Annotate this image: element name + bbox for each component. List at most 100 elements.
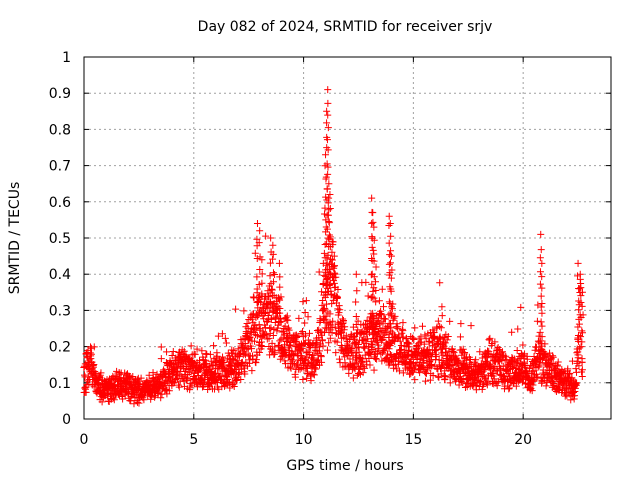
data-point (394, 360, 402, 368)
data-point (133, 398, 141, 406)
data-point (352, 312, 360, 320)
data-point (325, 206, 333, 214)
data-point (241, 351, 249, 359)
data-point (169, 347, 177, 355)
data-point (385, 345, 393, 353)
data-point (575, 284, 583, 292)
y-tick-label: 0 (62, 412, 71, 428)
data-point (105, 385, 113, 393)
data-point (284, 316, 292, 324)
data-point (467, 322, 475, 330)
data-point (361, 364, 369, 372)
data-point (286, 363, 294, 371)
data-point (323, 136, 331, 144)
data-point (256, 266, 264, 274)
data-point (538, 284, 546, 292)
data-point (287, 364, 295, 372)
data-point (266, 272, 274, 280)
data-point (365, 355, 373, 363)
data-point (382, 329, 390, 337)
data-point (334, 305, 342, 313)
data-point (375, 297, 383, 305)
data-point (323, 185, 331, 193)
data-point (242, 358, 250, 366)
data-point (331, 262, 339, 270)
data-point (372, 321, 380, 329)
data-point (512, 358, 520, 366)
data-point (334, 286, 342, 294)
data-point (219, 363, 227, 371)
data-point (326, 269, 334, 277)
data-point (538, 273, 546, 281)
data-point (276, 296, 284, 304)
data-point (405, 343, 413, 351)
data-point (573, 379, 581, 387)
data-point (436, 322, 444, 330)
data-point (326, 310, 334, 318)
data-point (496, 370, 504, 378)
data-point (437, 370, 445, 378)
x-tick-labels: 0 5 10 15 20 (80, 432, 533, 448)
data-point (386, 259, 394, 267)
data-point (575, 297, 583, 305)
data-point (274, 303, 282, 311)
data-point (98, 398, 106, 406)
data-point (193, 345, 201, 353)
data-point (235, 369, 243, 377)
data-point (243, 320, 251, 328)
data-point (269, 331, 277, 339)
data-point (512, 382, 520, 390)
data-point (208, 362, 216, 370)
data-point (351, 333, 359, 341)
data-point (315, 268, 323, 276)
data-point (316, 347, 324, 355)
data-point (221, 334, 229, 342)
data-point (251, 249, 259, 257)
data-point (378, 357, 386, 365)
data-point (534, 373, 542, 381)
data-point (157, 394, 165, 402)
data-point (353, 287, 361, 295)
data-point (301, 319, 309, 327)
data-point (248, 345, 256, 353)
data-point (324, 99, 332, 107)
data-point (404, 346, 412, 354)
data-point (324, 124, 332, 132)
data-point (214, 332, 222, 340)
data-point (296, 365, 304, 373)
data-point (290, 338, 298, 346)
data-point (262, 232, 270, 240)
data-point (157, 343, 165, 351)
data-point (328, 238, 336, 246)
data-point (415, 344, 423, 352)
data-point (325, 180, 333, 188)
data-point (200, 382, 208, 390)
data-point (187, 342, 195, 350)
data-point (320, 306, 328, 314)
data-point (322, 216, 330, 224)
data-point (325, 194, 333, 202)
data-point (538, 299, 546, 307)
data-point (422, 377, 430, 385)
y-tick-label: 0.4 (49, 267, 71, 283)
data-point (480, 380, 488, 388)
data-point (85, 380, 93, 388)
data-point (576, 270, 584, 278)
data-point (324, 170, 332, 178)
data-point (577, 343, 585, 351)
data-point (299, 375, 307, 383)
data-point (304, 313, 312, 321)
data-point (553, 361, 561, 369)
data-point (324, 146, 332, 154)
data-point (267, 324, 275, 332)
data-point (399, 327, 407, 335)
data-point (328, 300, 336, 308)
data-point (245, 359, 253, 367)
data-point (335, 302, 343, 310)
data-point (368, 340, 376, 348)
data-point (300, 339, 308, 347)
data-point (324, 163, 332, 171)
data-point (332, 349, 340, 357)
data-point (313, 339, 321, 347)
data-point (213, 352, 221, 360)
